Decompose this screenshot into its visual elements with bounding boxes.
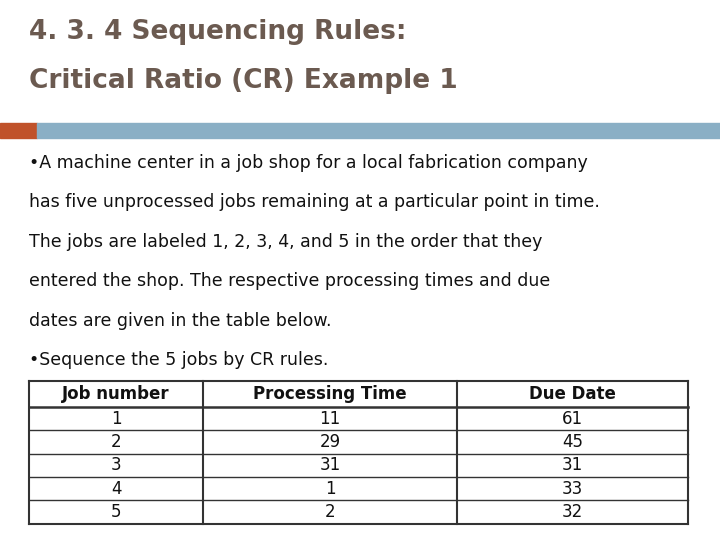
Text: has five unprocessed jobs remaining at a particular point in time.: has five unprocessed jobs remaining at a… — [29, 193, 600, 211]
Text: 2: 2 — [111, 433, 122, 451]
Text: 61: 61 — [562, 410, 583, 428]
Text: 45: 45 — [562, 433, 582, 451]
Bar — [29, 381, 688, 524]
Text: dates are given in the table below.: dates are given in the table below. — [29, 312, 331, 329]
Text: 1: 1 — [325, 480, 336, 498]
Text: Processing Time: Processing Time — [253, 385, 407, 403]
Text: Critical Ratio (CR) Example 1: Critical Ratio (CR) Example 1 — [29, 68, 457, 93]
Text: 4. 3. 4 Sequencing Rules:: 4. 3. 4 Sequencing Rules: — [29, 19, 406, 45]
Text: entered the shop. The respective processing times and due: entered the shop. The respective process… — [29, 272, 550, 290]
Text: 31: 31 — [562, 456, 583, 475]
Text: 31: 31 — [320, 456, 341, 475]
Text: •A machine center in a job shop for a local fabrication company: •A machine center in a job shop for a lo… — [29, 154, 588, 172]
Bar — [0, 123, 37, 138]
Text: 29: 29 — [320, 433, 341, 451]
Text: 33: 33 — [562, 480, 583, 498]
Text: 32: 32 — [562, 503, 583, 521]
Text: 1: 1 — [111, 410, 122, 428]
Text: 2: 2 — [325, 503, 336, 521]
Text: 4: 4 — [111, 480, 122, 498]
Text: Due Date: Due Date — [529, 385, 616, 403]
Text: •Sequence the 5 jobs by CR rules.: •Sequence the 5 jobs by CR rules. — [29, 351, 328, 369]
Text: 5: 5 — [111, 503, 122, 521]
Bar — [37, 123, 720, 138]
Text: Job number: Job number — [62, 385, 170, 403]
Text: 3: 3 — [111, 456, 122, 475]
Text: The jobs are labeled 1, 2, 3, 4, and 5 in the order that they: The jobs are labeled 1, 2, 3, 4, and 5 i… — [29, 233, 542, 251]
Text: 11: 11 — [320, 410, 341, 428]
